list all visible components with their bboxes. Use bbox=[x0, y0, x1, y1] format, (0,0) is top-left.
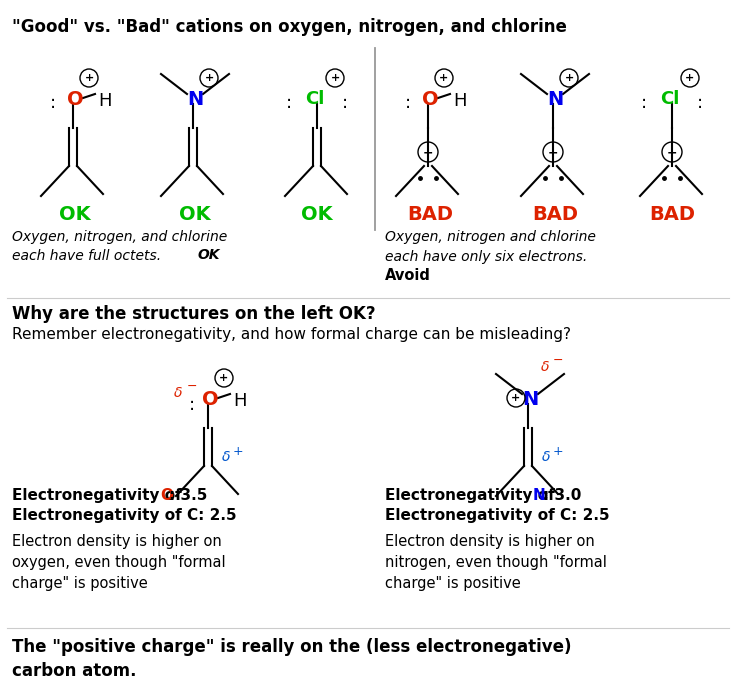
Text: +: + bbox=[685, 73, 695, 83]
Text: Electronegativity of: Electronegativity of bbox=[385, 488, 560, 503]
Text: +: + bbox=[512, 393, 520, 403]
Text: BAD: BAD bbox=[407, 205, 453, 224]
Text: +: + bbox=[205, 73, 213, 83]
Text: −: − bbox=[548, 147, 558, 160]
Text: N: N bbox=[547, 90, 563, 109]
Text: H: H bbox=[233, 392, 247, 410]
Text: : 3.0: : 3.0 bbox=[543, 488, 581, 503]
Text: +: + bbox=[219, 373, 229, 383]
Text: The "positive charge" is really on the (less electronegative)
carbon atom.: The "positive charge" is really on the (… bbox=[12, 638, 571, 680]
Text: :: : bbox=[697, 94, 703, 112]
Text: :: : bbox=[641, 94, 647, 112]
Text: δ: δ bbox=[542, 450, 551, 464]
Text: H: H bbox=[98, 92, 112, 110]
Text: δ: δ bbox=[541, 360, 549, 374]
Text: Electron density is higher on
oxygen, even though "formal
charge" is positive: Electron density is higher on oxygen, ev… bbox=[12, 534, 226, 591]
Text: OK: OK bbox=[301, 205, 333, 224]
Text: Cl: Cl bbox=[305, 90, 325, 108]
Text: −: − bbox=[667, 147, 677, 160]
Text: +: + bbox=[565, 73, 573, 83]
Text: "Good" vs. "Bad" cations on oxygen, nitrogen, and chlorine: "Good" vs. "Bad" cations on oxygen, nitr… bbox=[12, 18, 567, 36]
Text: :: : bbox=[405, 94, 411, 112]
Text: :: : bbox=[342, 94, 348, 112]
Text: Oxygen, nitrogen and chlorine
each have only six electrons.: Oxygen, nitrogen and chlorine each have … bbox=[385, 230, 596, 264]
Text: H: H bbox=[453, 92, 467, 110]
Text: BAD: BAD bbox=[532, 205, 578, 224]
Text: −: − bbox=[422, 147, 434, 160]
Text: :: : bbox=[286, 94, 292, 112]
Text: δ: δ bbox=[174, 386, 183, 400]
Text: O: O bbox=[202, 390, 219, 409]
Text: Remember electronegativity, and how formal charge can be misleading?: Remember electronegativity, and how form… bbox=[12, 327, 571, 342]
Text: −: − bbox=[187, 380, 197, 393]
Text: +: + bbox=[85, 73, 93, 83]
Text: N: N bbox=[533, 488, 546, 503]
Text: Cl: Cl bbox=[660, 90, 679, 108]
Text: O: O bbox=[67, 90, 83, 109]
Text: OK: OK bbox=[179, 205, 210, 224]
Text: N: N bbox=[522, 390, 538, 409]
Text: +: + bbox=[233, 445, 244, 458]
Text: Electronegativity of C: 2.5: Electronegativity of C: 2.5 bbox=[385, 508, 609, 523]
Text: :: : bbox=[189, 396, 195, 414]
Text: Why are the structures on the left OK?: Why are the structures on the left OK? bbox=[12, 305, 375, 323]
Text: Electronegativity of C: 2.5: Electronegativity of C: 2.5 bbox=[12, 508, 237, 523]
Text: Oxygen, nitrogen, and chlorine
each have full octets.: Oxygen, nitrogen, and chlorine each have… bbox=[12, 230, 227, 264]
Text: −: − bbox=[553, 354, 563, 367]
Text: OK: OK bbox=[59, 205, 91, 224]
Text: OK: OK bbox=[198, 248, 221, 262]
Text: +: + bbox=[553, 445, 563, 458]
Text: +: + bbox=[439, 73, 449, 83]
Text: :: : bbox=[50, 94, 56, 112]
Text: O: O bbox=[422, 90, 439, 109]
Text: Electron density is higher on
nitrogen, even though "formal
charge" is positive: Electron density is higher on nitrogen, … bbox=[385, 534, 607, 591]
Text: BAD: BAD bbox=[649, 205, 695, 224]
Text: : 3.5: : 3.5 bbox=[169, 488, 208, 503]
Text: +: + bbox=[330, 73, 339, 83]
Text: N: N bbox=[187, 90, 203, 109]
Text: Electronegativity of: Electronegativity of bbox=[12, 488, 187, 503]
Text: O: O bbox=[160, 488, 173, 503]
Text: δ: δ bbox=[222, 450, 230, 464]
Text: Avoid: Avoid bbox=[385, 268, 431, 283]
